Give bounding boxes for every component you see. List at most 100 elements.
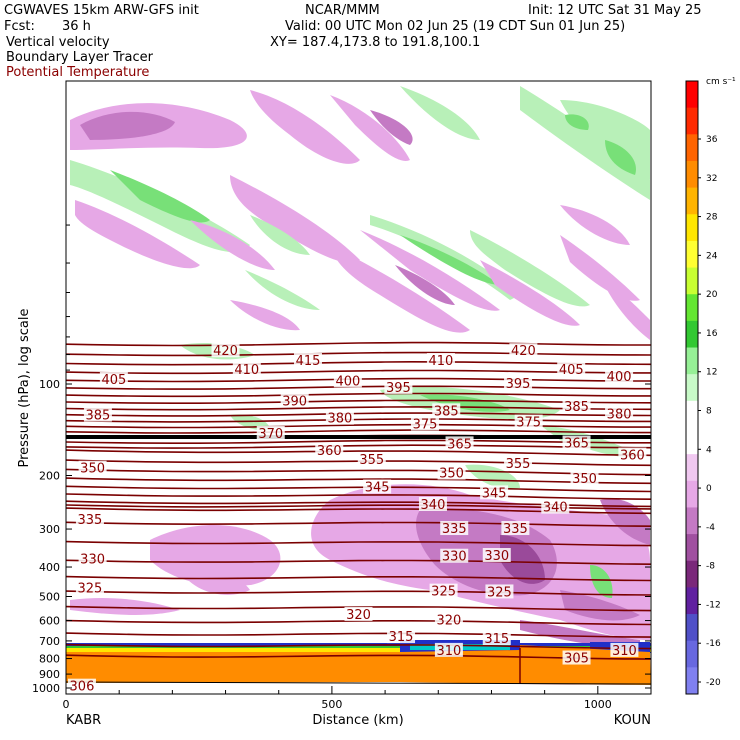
theta-label: 310: [436, 644, 461, 659]
colorbar-swatch: [686, 134, 698, 162]
y-axis-label: Pressure (hPa), log scale: [17, 309, 32, 468]
theta-contour: [66, 406, 651, 411]
theta-label-bg: [440, 521, 469, 536]
y-tick-label: 1000: [32, 682, 60, 695]
theta-label-bg: [562, 398, 591, 413]
theta-contour: [66, 418, 651, 423]
colorbar-swatch: [686, 454, 698, 482]
theta-label: 345: [482, 486, 507, 501]
colorbar-swatch: [686, 667, 698, 695]
colorbar-swatch: [686, 214, 698, 242]
theta-label: 315: [484, 632, 509, 647]
theta-contour: [66, 540, 651, 547]
theta-label-bg: [83, 407, 112, 422]
theta-label: 365: [564, 437, 589, 452]
theta-label-bg: [211, 343, 240, 358]
colorbar-swatch: [686, 480, 698, 508]
theta-label-bg: [75, 580, 104, 595]
theta-label: 350: [80, 462, 105, 477]
theta-label: 330: [484, 549, 509, 564]
x-tick-label: 500: [321, 698, 342, 711]
theta-contour: [66, 590, 651, 596]
fcst-value: 36 h: [62, 19, 91, 34]
theta-contour: [66, 351, 651, 357]
theta-label-bg: [605, 406, 634, 421]
theta-contour: [66, 521, 651, 527]
theta-contour: [66, 412, 651, 417]
theta-label: 400: [607, 370, 632, 385]
colorbar-label: 0: [706, 484, 712, 494]
theta-label-bg: [541, 499, 570, 514]
field-potential-temperature: Potential Temperature: [6, 65, 150, 80]
theta-label: 325: [487, 585, 512, 600]
theta-label-bg: [363, 479, 392, 494]
valid-time: Valid: 00 UTC Mon 02 Jun 25 (19 CDT Sun …: [285, 19, 626, 34]
theta-label: 310: [612, 644, 637, 659]
theta-contour: [66, 341, 651, 347]
y-tick-label: 700: [39, 635, 60, 648]
theta-label: 405: [559, 363, 584, 378]
theta-label-bg: [387, 629, 416, 644]
theta-label: 320: [436, 614, 461, 629]
theta-contour: [66, 493, 651, 500]
colorbar-swatch: [686, 640, 698, 668]
theta-contour: [66, 477, 651, 485]
theta-label: 335: [442, 522, 467, 537]
theta-label: 375: [516, 416, 541, 431]
theta-label-bg: [315, 442, 344, 457]
model-title: CGWAVES 15km ARW-GFS init: [4, 3, 199, 18]
theta-contour: [66, 449, 651, 457]
theta-label-bg: [504, 376, 533, 390]
theta-label: 420: [213, 344, 238, 359]
x-tick-label: 1000: [584, 698, 612, 711]
theta-label: 330: [442, 550, 467, 565]
colorbar-label: 4: [706, 445, 712, 455]
fcst-label: Fcst:: [4, 19, 35, 34]
theta-label-bg: [418, 496, 447, 511]
colorbar-swatch: [686, 320, 698, 349]
y-tick-label: 200: [39, 470, 60, 483]
theta-label-bg: [437, 465, 466, 480]
y-tick-label: 400: [39, 561, 60, 574]
colorbar-swatch: [686, 107, 698, 135]
theta-label-bg: [429, 583, 458, 598]
left-endpoint-label: KABR: [66, 713, 101, 728]
theta-label-bg: [325, 410, 354, 425]
theta-label-bg: [280, 393, 309, 408]
y-tick-label: 600: [39, 615, 60, 628]
theta-contour: [66, 423, 651, 429]
theta-label-bg: [434, 612, 463, 627]
field-boundary-layer-tracer: Boundary Layer Tracer: [6, 50, 153, 65]
colorbar-swatch: [686, 507, 698, 535]
x-axis: 0 500 1000: [63, 686, 652, 711]
theta-label: 385: [434, 404, 459, 419]
theta-contour: [66, 444, 651, 449]
init-time: Init: 12 UTC Sat 31 May 25: [528, 3, 702, 18]
x-tick-label: 0: [63, 698, 70, 711]
theta-label: 340: [421, 498, 446, 513]
theta-label-bg: [232, 362, 261, 377]
theta-label: 355: [506, 457, 531, 472]
theta-label: 415: [296, 354, 321, 369]
colorbar-label: 12: [706, 368, 717, 378]
y-tick-label: 300: [39, 523, 60, 536]
theta-label: 385: [564, 400, 589, 415]
colorbar: 36 32 28 24 20 16 12 8 4 0 -4 -8 -12 -16 -20: [685, 80, 721, 695]
right-endpoint-label: KOUN: [614, 713, 651, 728]
colorbar-swatch: [686, 240, 698, 269]
theta-label-bg: [482, 631, 511, 646]
y-tick-label: 500: [39, 590, 60, 603]
theta-label: 335: [503, 522, 528, 537]
theta-label: 420: [511, 344, 536, 359]
colorbar-frame: [685, 80, 699, 695]
theta-label: 375: [413, 418, 438, 433]
theta-label: 410: [429, 354, 454, 369]
theta-label: 345: [365, 480, 390, 495]
theta-label: 365: [447, 437, 472, 452]
colorbar-swatch: [686, 347, 698, 375]
theta-label: 350: [439, 467, 464, 482]
theta-contour: [66, 399, 651, 404]
theta-label-bg: [357, 452, 386, 467]
